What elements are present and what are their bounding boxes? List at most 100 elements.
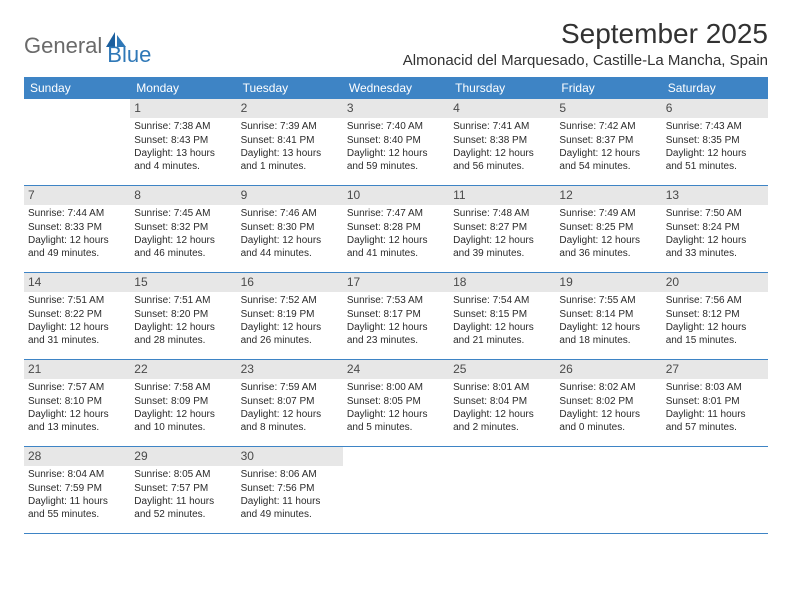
daylight-line: Daylight: 12 hours and 56 minutes. bbox=[453, 148, 551, 173]
dow-monday: Monday bbox=[130, 77, 236, 99]
location-subtitle: Almonacid del Marquesado, Castille-La Ma… bbox=[403, 52, 768, 69]
day-number: 12 bbox=[555, 186, 661, 205]
day-cell: 9Sunrise: 7:46 AMSunset: 8:30 PMDaylight… bbox=[237, 186, 343, 272]
day-cell: 23Sunrise: 7:59 AMSunset: 8:07 PMDayligh… bbox=[237, 360, 343, 446]
day-cell: 16Sunrise: 7:52 AMSunset: 8:19 PMDayligh… bbox=[237, 273, 343, 359]
week-row: 7Sunrise: 7:44 AMSunset: 8:33 PMDaylight… bbox=[24, 186, 768, 273]
day-number: 23 bbox=[237, 360, 343, 379]
sunset-line: Sunset: 8:05 PM bbox=[347, 396, 445, 409]
week-row: 14Sunrise: 7:51 AMSunset: 8:22 PMDayligh… bbox=[24, 273, 768, 360]
day-number: 10 bbox=[343, 186, 449, 205]
sunrise-line: Sunrise: 7:39 AM bbox=[241, 121, 339, 134]
daylight-line: Daylight: 11 hours and 55 minutes. bbox=[28, 496, 126, 521]
daylight-line: Daylight: 12 hours and 31 minutes. bbox=[28, 322, 126, 347]
day-cell: 24Sunrise: 8:00 AMSunset: 8:05 PMDayligh… bbox=[343, 360, 449, 446]
sunset-line: Sunset: 8:14 PM bbox=[559, 309, 657, 322]
sunset-line: Sunset: 8:24 PM bbox=[666, 222, 764, 235]
sunset-line: Sunset: 8:04 PM bbox=[453, 396, 551, 409]
day-number: 13 bbox=[662, 186, 768, 205]
daylight-line: Daylight: 12 hours and 10 minutes. bbox=[134, 409, 232, 434]
sunrise-line: Sunrise: 7:42 AM bbox=[559, 121, 657, 134]
sunset-line: Sunset: 8:15 PM bbox=[453, 309, 551, 322]
sunrise-line: Sunrise: 8:04 AM bbox=[28, 469, 126, 482]
weeks-container: 1Sunrise: 7:38 AMSunset: 8:43 PMDaylight… bbox=[24, 99, 768, 534]
day-cell: 10Sunrise: 7:47 AMSunset: 8:28 PMDayligh… bbox=[343, 186, 449, 272]
week-row: 21Sunrise: 7:57 AMSunset: 8:10 PMDayligh… bbox=[24, 360, 768, 447]
day-number: 9 bbox=[237, 186, 343, 205]
day-number: 22 bbox=[130, 360, 236, 379]
title-block: September 2025 Almonacid del Marquesado,… bbox=[403, 18, 768, 69]
sunrise-line: Sunrise: 7:53 AM bbox=[347, 295, 445, 308]
sunrise-line: Sunrise: 7:51 AM bbox=[134, 295, 232, 308]
sunrise-line: Sunrise: 7:40 AM bbox=[347, 121, 445, 134]
day-cell: 19Sunrise: 7:55 AMSunset: 8:14 PMDayligh… bbox=[555, 273, 661, 359]
daylight-line: Daylight: 12 hours and 26 minutes. bbox=[241, 322, 339, 347]
sunrise-line: Sunrise: 7:46 AM bbox=[241, 208, 339, 221]
daylight-line: Daylight: 12 hours and 46 minutes. bbox=[134, 235, 232, 260]
logo: General Blue bbox=[24, 24, 151, 68]
day-cell: 26Sunrise: 8:02 AMSunset: 8:02 PMDayligh… bbox=[555, 360, 661, 446]
logo-text-general: General bbox=[24, 33, 102, 59]
sunset-line: Sunset: 8:30 PM bbox=[241, 222, 339, 235]
day-number: 28 bbox=[24, 447, 130, 466]
calendar-grid: Sunday Monday Tuesday Wednesday Thursday… bbox=[24, 77, 768, 534]
day-cell: 5Sunrise: 7:42 AMSunset: 8:37 PMDaylight… bbox=[555, 99, 661, 185]
sunset-line: Sunset: 8:32 PM bbox=[134, 222, 232, 235]
day-number: 20 bbox=[662, 273, 768, 292]
sunrise-line: Sunrise: 7:54 AM bbox=[453, 295, 551, 308]
day-cell: 17Sunrise: 7:53 AMSunset: 8:17 PMDayligh… bbox=[343, 273, 449, 359]
day-cell: 2Sunrise: 7:39 AMSunset: 8:41 PMDaylight… bbox=[237, 99, 343, 185]
daylight-line: Daylight: 11 hours and 57 minutes. bbox=[666, 409, 764, 434]
day-cell: 11Sunrise: 7:48 AMSunset: 8:27 PMDayligh… bbox=[449, 186, 555, 272]
day-cell bbox=[343, 447, 449, 533]
sunrise-line: Sunrise: 7:57 AM bbox=[28, 382, 126, 395]
month-title: September 2025 bbox=[403, 18, 768, 50]
daylight-line: Daylight: 12 hours and 54 minutes. bbox=[559, 148, 657, 173]
sunset-line: Sunset: 8:43 PM bbox=[134, 135, 232, 148]
day-number: 5 bbox=[555, 99, 661, 118]
daylight-line: Daylight: 12 hours and 39 minutes. bbox=[453, 235, 551, 260]
day-cell: 28Sunrise: 8:04 AMSunset: 7:59 PMDayligh… bbox=[24, 447, 130, 533]
daylight-line: Daylight: 13 hours and 1 minutes. bbox=[241, 148, 339, 173]
day-number: 3 bbox=[343, 99, 449, 118]
dow-friday: Friday bbox=[555, 77, 661, 99]
sunrise-line: Sunrise: 7:59 AM bbox=[241, 382, 339, 395]
day-cell bbox=[662, 447, 768, 533]
daylight-line: Daylight: 12 hours and 15 minutes. bbox=[666, 322, 764, 347]
day-number: 18 bbox=[449, 273, 555, 292]
sunrise-line: Sunrise: 7:52 AM bbox=[241, 295, 339, 308]
day-number: 29 bbox=[130, 447, 236, 466]
sunset-line: Sunset: 8:27 PM bbox=[453, 222, 551, 235]
day-cell: 13Sunrise: 7:50 AMSunset: 8:24 PMDayligh… bbox=[662, 186, 768, 272]
day-cell: 20Sunrise: 7:56 AMSunset: 8:12 PMDayligh… bbox=[662, 273, 768, 359]
sunset-line: Sunset: 8:01 PM bbox=[666, 396, 764, 409]
daylight-line: Daylight: 12 hours and 21 minutes. bbox=[453, 322, 551, 347]
day-cell: 14Sunrise: 7:51 AMSunset: 8:22 PMDayligh… bbox=[24, 273, 130, 359]
sunrise-line: Sunrise: 8:05 AM bbox=[134, 469, 232, 482]
sunrise-line: Sunrise: 7:50 AM bbox=[666, 208, 764, 221]
daylight-line: Daylight: 12 hours and 51 minutes. bbox=[666, 148, 764, 173]
sunrise-line: Sunrise: 8:02 AM bbox=[559, 382, 657, 395]
day-cell: 15Sunrise: 7:51 AMSunset: 8:20 PMDayligh… bbox=[130, 273, 236, 359]
sunset-line: Sunset: 7:57 PM bbox=[134, 483, 232, 496]
sunrise-line: Sunrise: 7:55 AM bbox=[559, 295, 657, 308]
sunset-line: Sunset: 8:35 PM bbox=[666, 135, 764, 148]
daylight-line: Daylight: 12 hours and 2 minutes. bbox=[453, 409, 551, 434]
day-number: 21 bbox=[24, 360, 130, 379]
dow-thursday: Thursday bbox=[449, 77, 555, 99]
sunset-line: Sunset: 8:17 PM bbox=[347, 309, 445, 322]
sunset-line: Sunset: 8:02 PM bbox=[559, 396, 657, 409]
day-number: 25 bbox=[449, 360, 555, 379]
day-number: 19 bbox=[555, 273, 661, 292]
sunset-line: Sunset: 8:07 PM bbox=[241, 396, 339, 409]
sunrise-line: Sunrise: 7:56 AM bbox=[666, 295, 764, 308]
day-number: 24 bbox=[343, 360, 449, 379]
sunset-line: Sunset: 8:38 PM bbox=[453, 135, 551, 148]
day-number: 2 bbox=[237, 99, 343, 118]
day-number: 17 bbox=[343, 273, 449, 292]
sunset-line: Sunset: 8:33 PM bbox=[28, 222, 126, 235]
week-row: 1Sunrise: 7:38 AMSunset: 8:43 PMDaylight… bbox=[24, 99, 768, 186]
day-cell: 27Sunrise: 8:03 AMSunset: 8:01 PMDayligh… bbox=[662, 360, 768, 446]
day-number: 30 bbox=[237, 447, 343, 466]
daylight-line: Daylight: 12 hours and 5 minutes. bbox=[347, 409, 445, 434]
